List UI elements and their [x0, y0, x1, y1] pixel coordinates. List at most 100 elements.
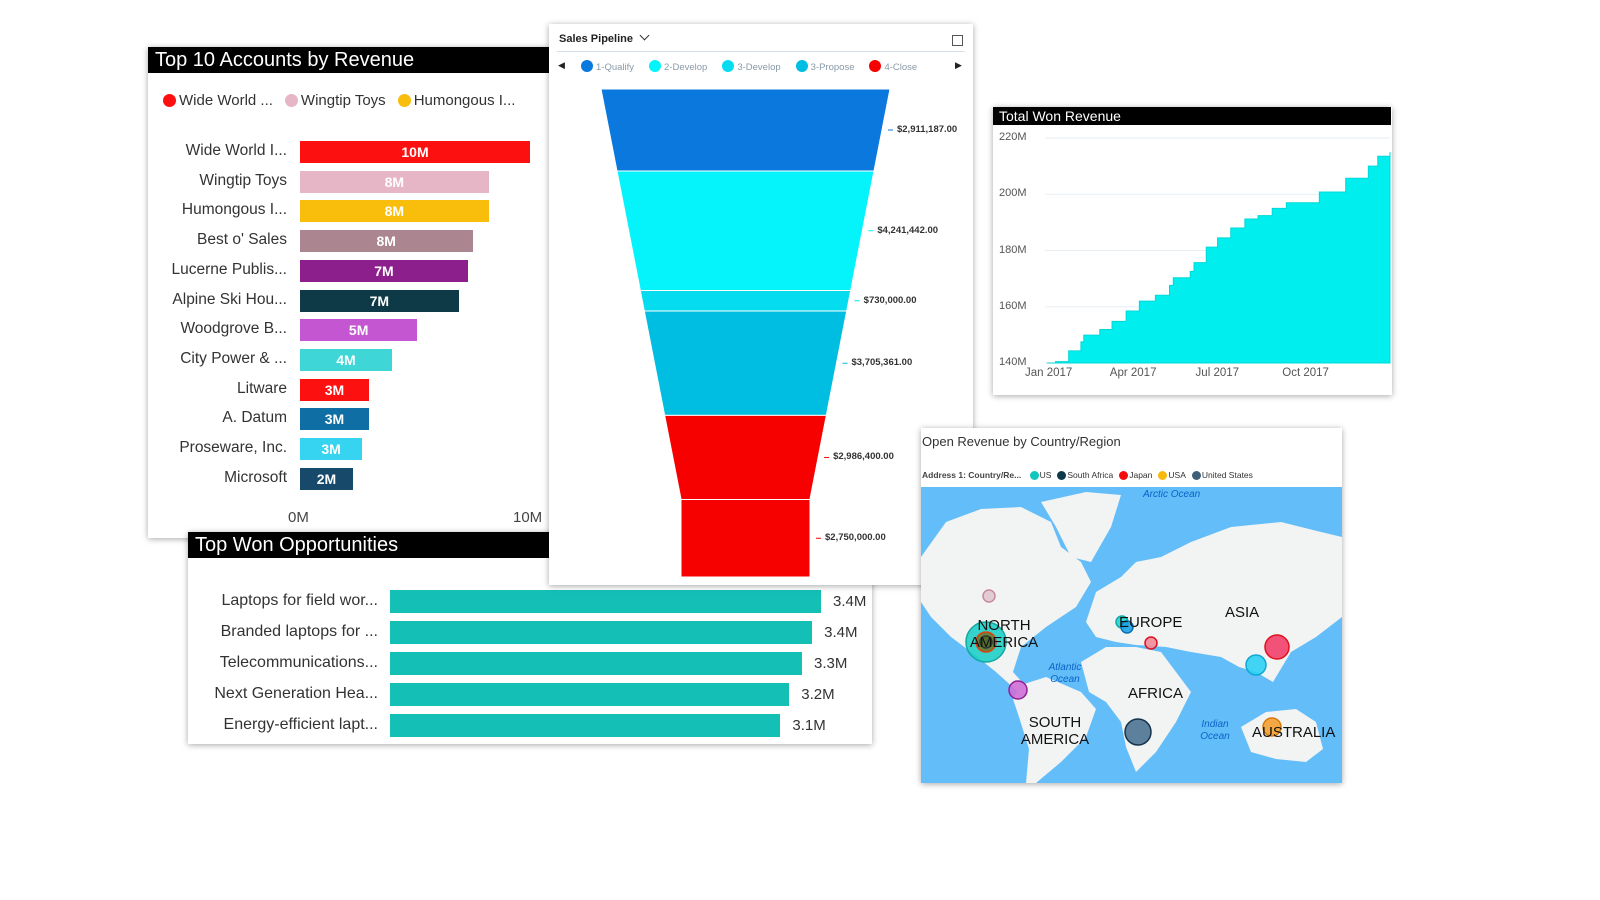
legend-label: Humongous I...	[413, 92, 516, 109]
data-label: 3.4M	[824, 624, 858, 641]
data-label: 3.1M	[792, 717, 826, 734]
data-label: $2,986,400.00	[833, 451, 894, 463]
map-bubble[interactable]	[1008, 680, 1028, 700]
legend-title: Address 1: Country/Re...	[922, 470, 1022, 480]
total-won-revenue-panel[interactable]: Total Won Revenue 220M 200M 180M 160M 140M Ja…	[993, 107, 1392, 395]
legend-dot-icon	[1057, 471, 1067, 480]
panel-title: Top 10 Accounts by Revenue	[148, 47, 550, 73]
legend: Wide World ... Wingtip Toys Humongous I...	[163, 92, 527, 109]
map-bubble[interactable]	[1264, 634, 1290, 660]
map-bubble[interactable]	[982, 589, 996, 603]
continent-label: NORTH AMERICA	[969, 617, 1039, 651]
legend-dot-icon	[869, 60, 882, 72]
ocean-label: Indian Ocean	[1200, 719, 1230, 742]
bar[interactable]	[390, 590, 821, 613]
category-label: Litware	[237, 379, 287, 397]
legend-item[interactable]: 2-Develop	[649, 60, 708, 73]
category-label: Alpine Ski Hou...	[172, 290, 287, 308]
data-label: 3M	[324, 411, 345, 428]
legend-item[interactable]: 4-Close	[869, 60, 917, 73]
bar[interactable]	[390, 683, 790, 706]
funnel-segment[interactable]	[664, 414, 827, 501]
category-label: Wide World I...	[185, 142, 287, 159]
x-tick-label: Oct 2017	[1282, 367, 1329, 379]
legend-label: Japan	[1129, 470, 1153, 480]
south-america-landmass	[1013, 677, 1096, 783]
map-bubble[interactable]	[1245, 654, 1267, 676]
data-label: 8M	[384, 203, 405, 220]
funnel-segment[interactable]	[616, 170, 875, 291]
legend-item[interactable]: Humongous I...	[397, 92, 516, 109]
top-accounts-panel[interactable]: Top 10 Accounts by Revenue Wide World ..…	[148, 47, 550, 538]
legend-dot-icon	[1029, 471, 1039, 480]
bar[interactable]	[300, 230, 473, 253]
data-label: 5M	[348, 322, 369, 339]
x-tick-label: Apr 2017	[1109, 367, 1157, 379]
funnel-segment[interactable]	[639, 289, 852, 312]
panel-title: Open Revenue by Country/Region	[922, 434, 1121, 449]
focus-mode-icon[interactable]	[952, 35, 963, 46]
funnel-segment[interactable]	[643, 310, 848, 416]
legend-label: 3-Develop	[737, 62, 781, 73]
bar[interactable]	[300, 438, 363, 460]
area-series[interactable]	[1047, 152, 1391, 364]
legend-item[interactable]: United States	[1191, 470, 1253, 480]
legend-item[interactable]: South Africa	[1057, 470, 1113, 480]
map-bubble[interactable]	[1262, 717, 1282, 737]
legend-label: US	[1039, 470, 1052, 480]
legend-item[interactable]: 1-Qualify	[581, 60, 634, 73]
sales-pipeline-panel[interactable]: Sales Pipeline ◀ ▶ 1-Qualify 2-Develop 3-D…	[549, 24, 973, 585]
legend-dot-icon	[284, 94, 298, 107]
data-label: 3.2M	[801, 686, 835, 703]
bar[interactable]	[390, 714, 781, 737]
legend-item[interactable]: 3-Develop	[722, 60, 781, 73]
greenland-landmass	[1041, 492, 1121, 562]
legend-dot-icon	[581, 60, 593, 72]
funnel-segment[interactable]	[680, 499, 811, 578]
bar[interactable]	[300, 378, 369, 401]
data-label: 3.3M	[813, 655, 848, 672]
bar[interactable]	[390, 621, 813, 644]
legend-item[interactable]: US	[1029, 470, 1052, 480]
top-won-opportunities-panel[interactable]: Top Won Opportunities Laptops for field …	[188, 532, 872, 744]
bar[interactable]	[300, 467, 353, 490]
bar[interactable]	[300, 348, 392, 371]
category-label: Microsoft	[224, 468, 287, 486]
legend-item[interactable]: Wide World ...	[163, 92, 273, 109]
legend-label: 2-Develop	[664, 62, 708, 73]
bar[interactable]	[300, 408, 369, 431]
bar[interactable]	[300, 289, 459, 312]
bar[interactable]	[390, 652, 802, 675]
data-label: $2,911,187.00	[896, 124, 958, 135]
legend-next-button[interactable]: ▶	[955, 60, 962, 70]
map-bubble[interactable]	[1120, 620, 1134, 634]
map-bubble[interactable]	[1144, 636, 1158, 650]
africa-landmass	[1081, 647, 1191, 772]
continent-label: AFRICA	[1128, 685, 1184, 702]
legend-label: South Africa	[1067, 470, 1114, 480]
data-label: $4,241,442.00	[877, 224, 939, 236]
legend-prev-button[interactable]: ◀	[558, 60, 565, 70]
bar[interactable]	[300, 170, 489, 193]
map-bubble[interactable]	[1124, 718, 1152, 746]
bar[interactable]	[300, 200, 489, 223]
continent-label: AUSTRALIA	[1252, 724, 1336, 741]
map-bubble[interactable]	[979, 635, 993, 649]
continent-label: SOUTH AMERICA	[1020, 714, 1090, 748]
open-revenue-map-panel[interactable]: Open Revenue by Country/Region Address 1…	[921, 428, 1342, 783]
funnel-segment[interactable]	[600, 88, 891, 172]
legend-item[interactable]: USA	[1158, 470, 1186, 480]
bar[interactable]	[300, 141, 530, 163]
category-label: Branded laptops for ...	[220, 623, 378, 640]
bar[interactable]	[300, 259, 468, 282]
data-label: 8M	[376, 233, 396, 250]
legend-item[interactable]: Japan	[1119, 470, 1152, 480]
y-tick-label: 220M	[999, 131, 1027, 143]
legend-dot-icon	[1158, 471, 1168, 480]
australia-landmass	[1241, 709, 1323, 762]
funnel-title-dropdown[interactable]: Sales Pipeline	[559, 30, 650, 45]
bar[interactable]	[300, 319, 418, 342]
legend-item[interactable]: 3-Propose	[795, 60, 854, 73]
map-canvas[interactable]: Arctic Ocean Atlantic Ocean Indian Ocean…	[921, 487, 1342, 783]
legend-item[interactable]: Wingtip Toys	[284, 92, 386, 109]
